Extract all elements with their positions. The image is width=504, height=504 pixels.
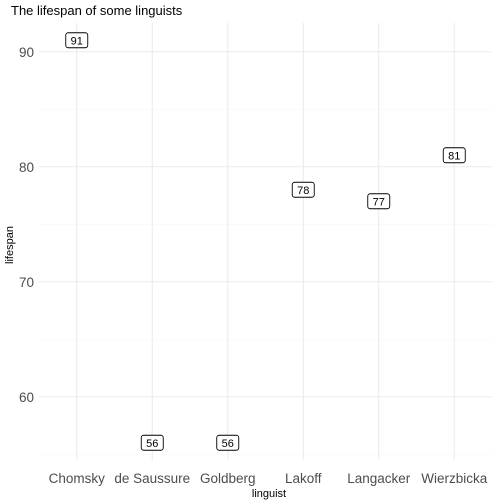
- y-axis-ticks: 60 70 80 90: [19, 45, 34, 405]
- data-label-box: [442, 147, 466, 164]
- data-label-box: [65, 32, 89, 49]
- data-label-value: 81: [448, 150, 460, 162]
- data-label: 56: [216, 434, 240, 451]
- data-label: 78: [291, 181, 315, 198]
- x-tick-label: Wierzbicka: [421, 471, 488, 486]
- data-label-value: 56: [222, 438, 234, 450]
- major-gridlines: [39, 23, 492, 460]
- x-tick-label: de Saussure: [114, 471, 190, 486]
- data-label-value: 56: [146, 438, 158, 450]
- data-label-value: 77: [373, 196, 385, 208]
- data-label-box: [216, 434, 240, 451]
- x-tick-label: Chomsky: [49, 471, 106, 486]
- y-tick-label: 70: [19, 275, 34, 290]
- chart-title: The lifespan of some linguists: [11, 3, 183, 18]
- x-tick-label: Lakoff: [285, 471, 322, 486]
- x-axis-ticks: Chomsky de Saussure Goldberg Lakoff Langacke…: [49, 471, 488, 486]
- data-label: 91: [65, 32, 89, 49]
- minor-gridlines: [39, 108, 492, 455]
- data-label-box: [140, 434, 164, 451]
- data-label: 81: [442, 147, 466, 164]
- y-tick-label: 80: [19, 160, 34, 175]
- x-axis-title: linguist: [252, 488, 286, 500]
- y-axis-title: lifespan: [4, 226, 16, 264]
- x-tick-label: Langacker: [347, 471, 411, 486]
- data-label-box: [367, 193, 391, 210]
- data-label-value: 78: [297, 185, 309, 197]
- x-tick-label: Goldberg: [200, 471, 256, 486]
- data-label: 56: [140, 434, 164, 451]
- data-labels: 91 56 56 78 77 81: [65, 32, 466, 451]
- y-tick-label: 90: [19, 45, 34, 60]
- data-label-value: 91: [71, 35, 83, 47]
- y-tick-label: 60: [19, 390, 34, 405]
- data-label: 77: [367, 193, 391, 210]
- data-label-box: [291, 181, 315, 198]
